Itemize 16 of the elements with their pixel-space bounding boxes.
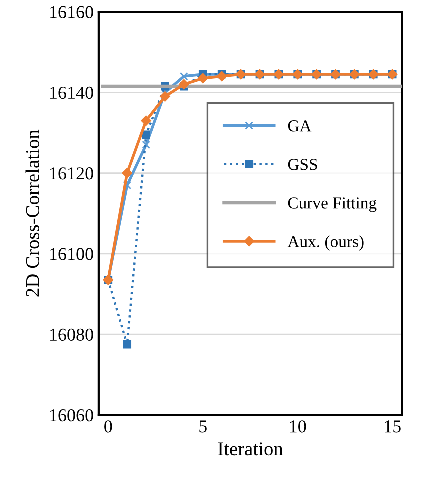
x-tick-label: 15 — [385, 420, 401, 433]
x-tick-label: 10 — [290, 420, 306, 433]
y-tick-label: 16060 — [50, 409, 94, 422]
x-tick-label: 0 — [104, 420, 112, 433]
legend-label: GA — [288, 120, 312, 132]
y-axis-title: 2D Cross-Correlation — [26, 130, 40, 297]
y-tick-label: 16120 — [50, 168, 94, 180]
legend-label: Curve Fitting — [288, 198, 377, 212]
y-tick-label: 16080 — [50, 328, 94, 341]
y-tick-label: 16160 — [50, 6, 94, 18]
legend-label: GSS — [288, 159, 318, 170]
y-tick-label: 16100 — [50, 248, 94, 260]
y-tick-label: 16140 — [50, 86, 94, 100]
legend-label: Aux. (ours) — [288, 236, 364, 251]
x-tick-label: 5 — [200, 420, 207, 433]
x-axis-title: Iteration — [218, 442, 284, 456]
